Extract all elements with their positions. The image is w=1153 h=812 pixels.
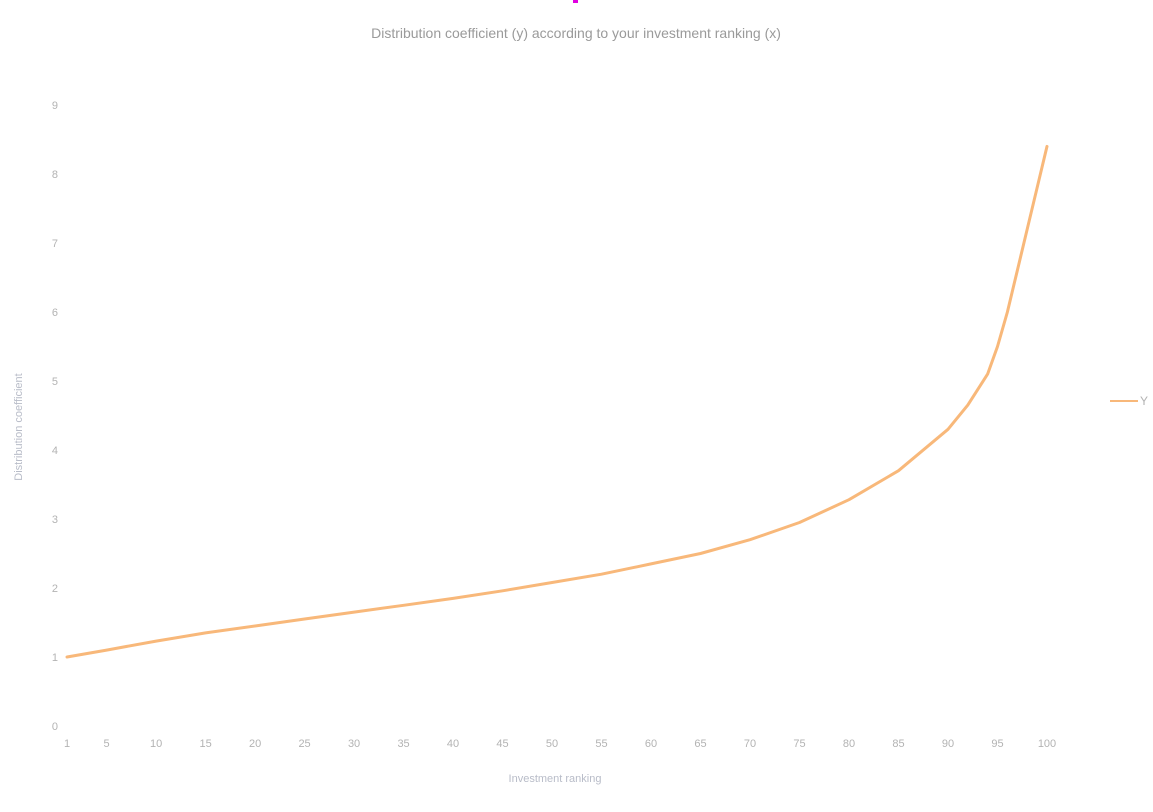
x-tick-label: 90 (942, 738, 954, 750)
x-tick-label: 35 (397, 738, 409, 750)
x-tick-label: 85 (892, 738, 904, 750)
chart-title: Distribution coefficient (y) according t… (371, 25, 781, 41)
y-axis-label: Distribution coefficient (13, 373, 25, 480)
y-tick-label: 9 (52, 100, 58, 112)
y-tick-label: 1 (52, 652, 58, 664)
y-tick-label: 3 (52, 514, 58, 526)
y-tick-label: 6 (52, 307, 58, 319)
x-tick-label: 40 (447, 738, 459, 750)
series-line-y (65, 144, 1049, 659)
accent-marker (573, 0, 578, 3)
x-tick-label: 80 (843, 738, 855, 750)
x-tick-label: 5 (104, 738, 110, 750)
x-tick-label: 1 (64, 738, 70, 750)
legend-label-y: Y (1140, 394, 1148, 408)
y-tick-label: 0 (52, 721, 58, 733)
legend: Y (1110, 394, 1148, 408)
series-layer (65, 144, 1049, 659)
x-tick-label: 45 (496, 738, 508, 750)
y-tick-label: 7 (52, 238, 58, 250)
x-tick-label: 30 (348, 738, 360, 750)
x-tick-label: 50 (546, 738, 558, 750)
y-axis-ticks: 0 1 2 3 4 5 6 7 8 9 (52, 100, 58, 733)
x-tick-label: 10 (150, 738, 162, 750)
x-tick-label: 75 (793, 738, 805, 750)
x-tick-label: 95 (991, 738, 1003, 750)
x-tick-label: 15 (199, 738, 211, 750)
y-tick-label: 5 (52, 376, 58, 388)
x-tick-label: 100 (1038, 738, 1056, 750)
x-tick-label: 65 (694, 738, 706, 750)
x-axis-label: Investment ranking (509, 773, 602, 785)
y-tick-label: 8 (52, 169, 58, 181)
x-tick-label: 20 (249, 738, 261, 750)
y-tick-label: 4 (52, 445, 58, 457)
x-tick-label: 60 (645, 738, 657, 750)
x-axis-ticks: 1 5 10 15 20 25 30 35 40 45 50 55 60 65 70 75 80 85 90 95 10… (64, 738, 1056, 750)
x-tick-label: 70 (744, 738, 756, 750)
x-tick-label: 25 (298, 738, 310, 750)
x-tick-label: 55 (595, 738, 607, 750)
y-tick-label: 2 (52, 583, 58, 595)
